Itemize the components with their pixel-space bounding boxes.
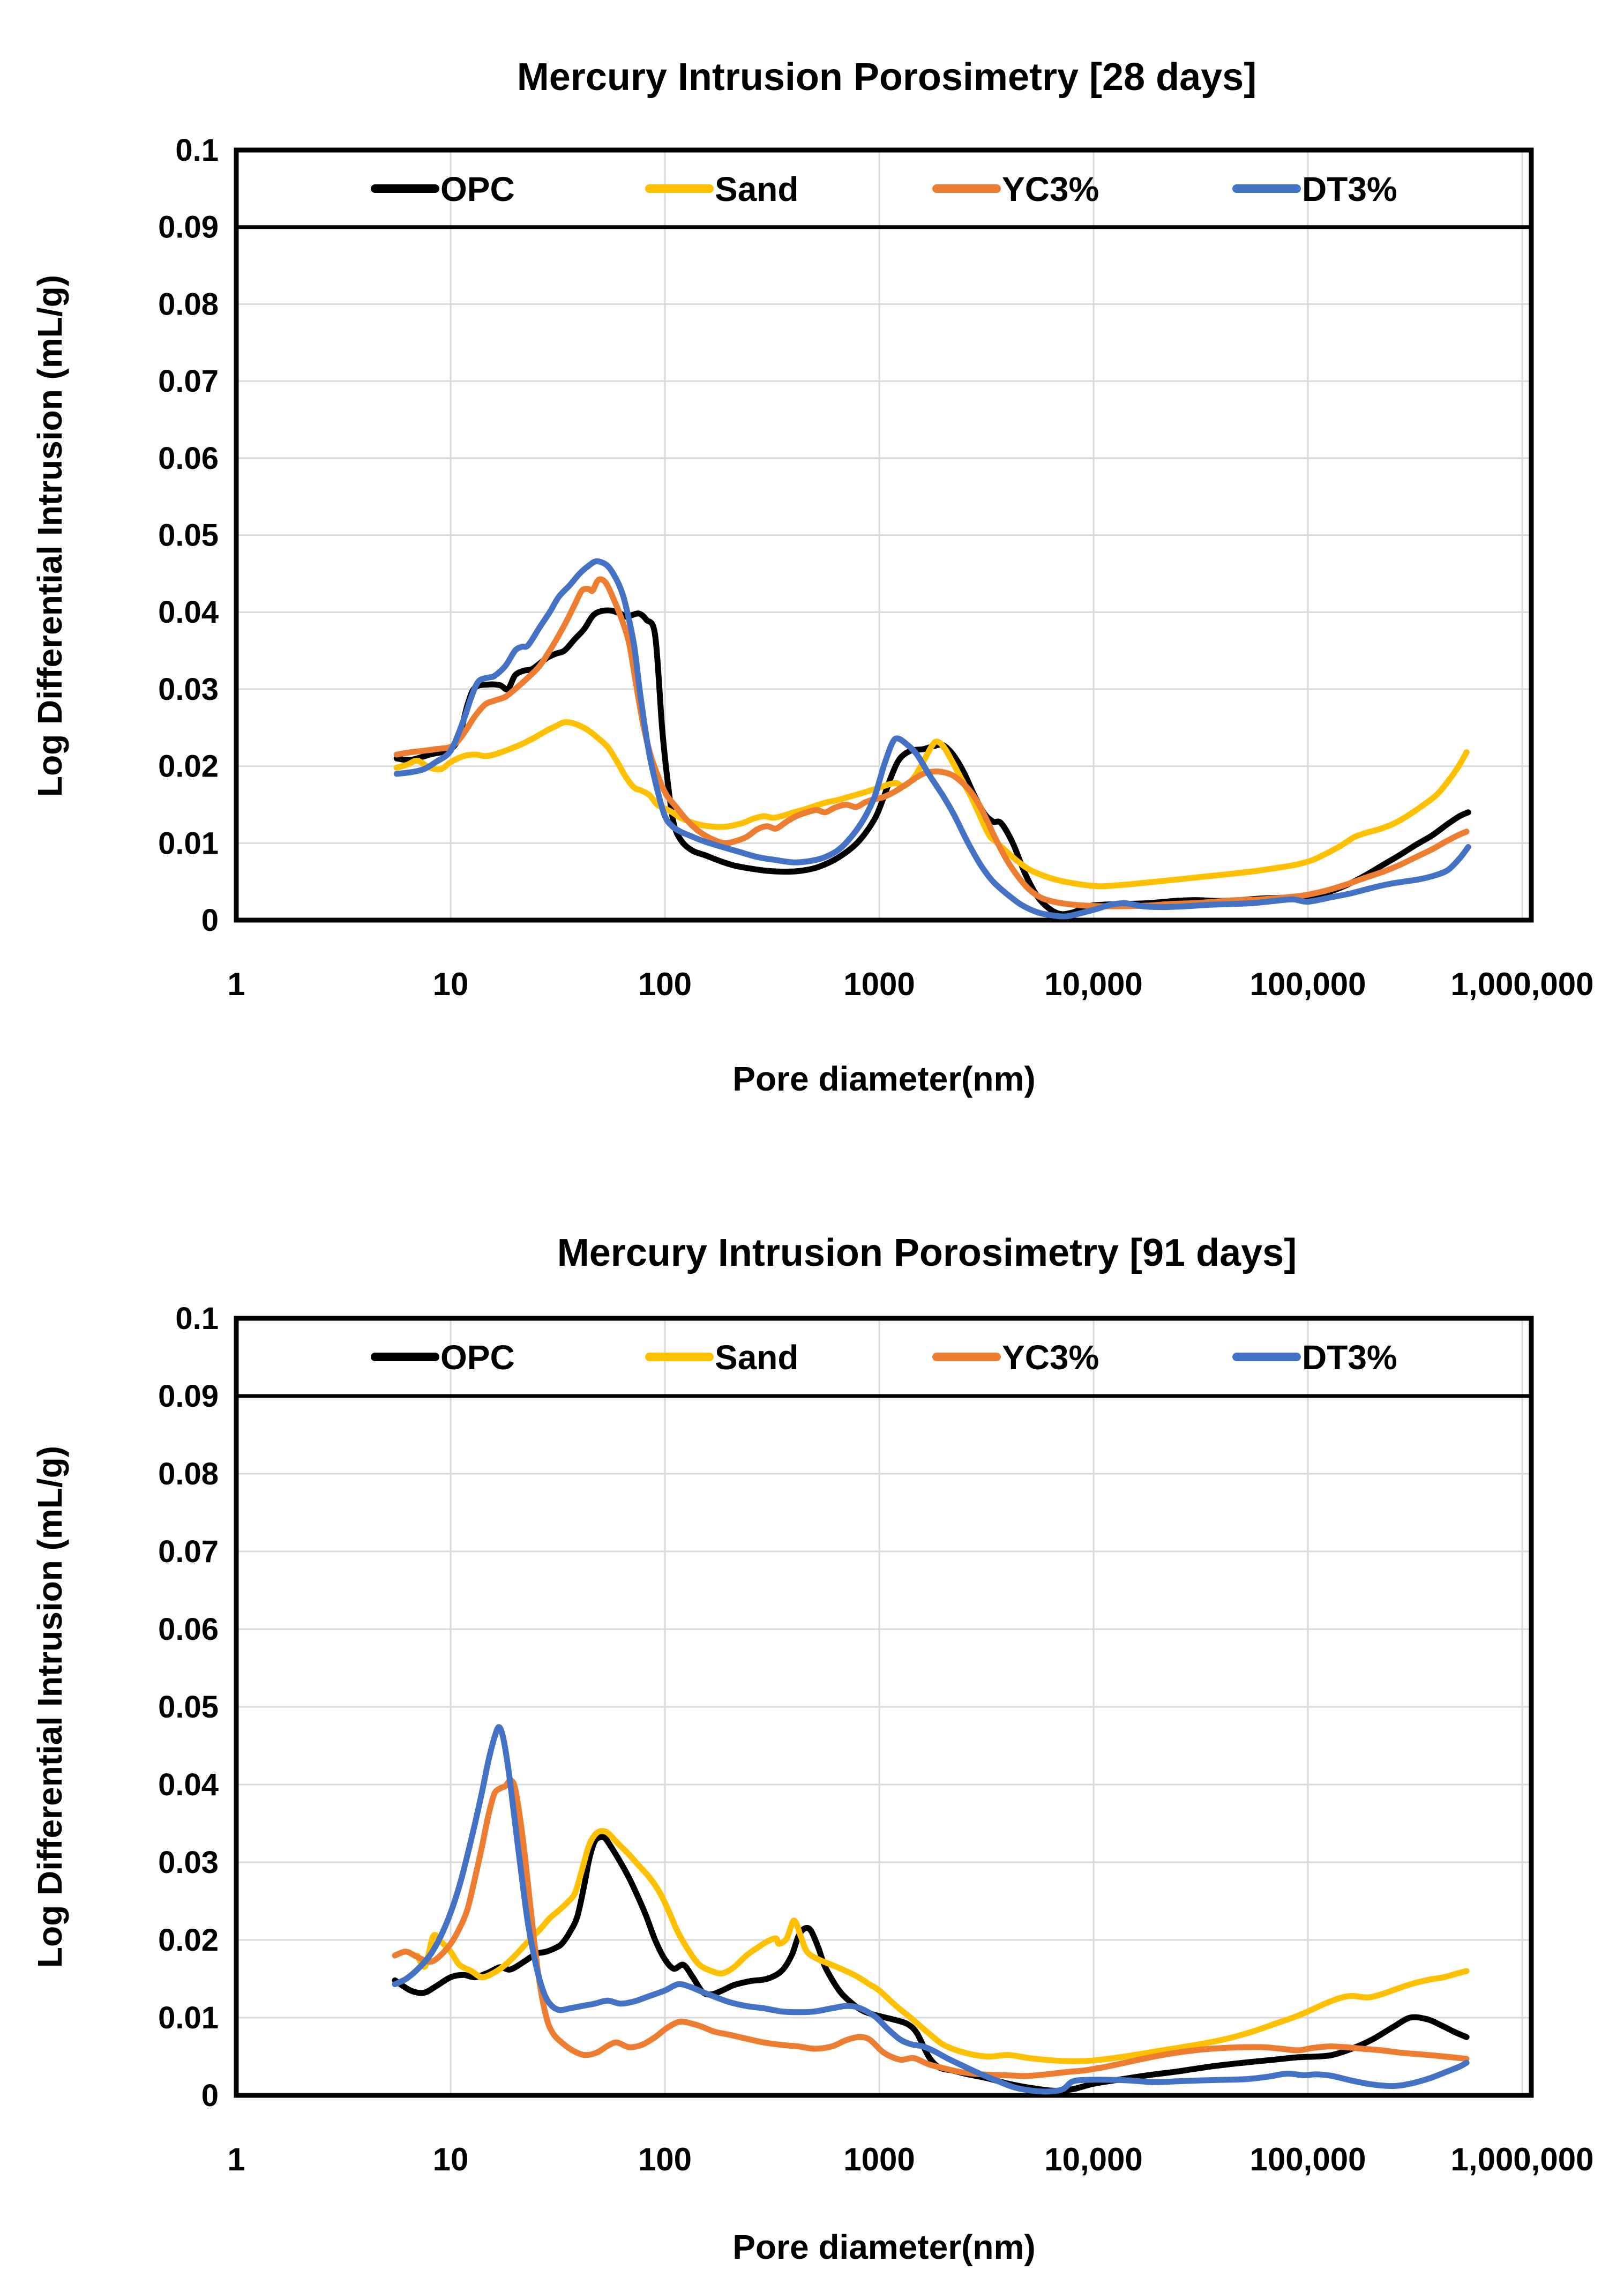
y-tick-label: 0.06 [158,1612,219,1647]
legend-label-YC3: YC3% [1002,170,1099,208]
legend-91days: OPC Sand YC3% DT3% [371,1338,1397,1377]
y-tick-label: 0.04 [158,1767,219,1802]
y-tick-label: 0.08 [158,1457,219,1491]
legend-label-OPC: OPC [440,170,515,208]
series-OPC-91days [392,1834,1470,2094]
y-tick-label: 0.07 [158,1534,219,1569]
y-tick-label: 0.1 [175,133,219,168]
series-Sand-91days [414,1828,1470,2064]
y-axis-title-91days: Log Differential Intrusion (mL/g) [31,1446,69,1968]
series-Sand-28days [393,719,1470,890]
gridlines [236,1318,1531,2095]
x-tick-label: 100,000 [1250,2141,1366,2177]
legend-label-Sand: Sand [715,1338,798,1377]
x-axis-title-91days: Pore diameter(nm) [732,2228,1035,2266]
x-tick-label: 100 [638,966,692,1002]
y-tick-label: 0.09 [158,1379,219,1414]
x-axis-title-28days: Pore diameter(nm) [732,1059,1035,1098]
series-DT3-28days [393,558,1471,920]
x-tick-label: 1,000,000 [1451,966,1594,1002]
x-tick-label: 100,000 [1250,966,1366,1002]
series-YC3-91days [392,1778,1470,2079]
series-DT3-91days [392,1724,1470,2095]
y-tick-label: 0 [201,2078,219,2113]
x-tick-label: 1 [227,2141,245,2177]
y-tick-label: 0.01 [158,826,219,861]
x-tick-label: 10 [433,2141,469,2177]
plot-border [234,1316,1534,2098]
plot-border [234,147,1534,923]
y-tick-label: 0.06 [158,441,219,476]
y-tick-label: 0.01 [158,2001,219,2035]
y-tick-label: 0 [201,903,219,938]
legend-label-OPC: OPC [440,1338,515,1377]
x-tick-label: 1 [227,966,245,1002]
y-tick-labels-91days: 0.1 0.09 0.08 0.07 0.06 0.05 0.04 0.03 0.02 0.01 0 [158,1301,219,2113]
y-tick-label: 0.1 [175,1301,219,1336]
y-tick-label: 0.07 [158,364,219,399]
y-tick-label: 0.02 [158,1923,219,1958]
legend-label-YC3: YC3% [1002,1338,1099,1377]
x-tick-label: 10,000 [1044,2141,1143,2177]
chart-91days-plot: OPC Sand YC3% DT3%0.10.090.080.070.060.050.… [158,1301,1593,2177]
y-tick-label: 0.05 [158,1690,219,1725]
x-tick-label: 10,000 [1044,966,1143,1002]
chart-28days-plot: OPC Sand YC3% DT3%0.10.090.080.070.060.050.… [158,133,1593,1002]
y-tick-label: 0.09 [158,210,219,245]
legend-label-Sand: Sand [715,170,798,208]
y-axis-title-28days: Log Differential Intrusion (mL/g) [31,275,69,797]
x-tick-label: 1000 [843,966,915,1002]
gridlines [236,150,1531,920]
x-tick-labels-91days: 1 10 100 1000 10,000 100,000 1,000,000 [227,2141,1593,2177]
chart-28days-title: Mercury Intrusion Porosimetry [28 days] [517,56,1256,99]
y-tick-label: 0.05 [158,518,219,553]
y-tick-label: 0.03 [158,1845,219,1880]
x-tick-label: 100 [638,2141,692,2177]
chart-91days-title: Mercury Intrusion Porosimetry [91 days] [557,1231,1297,1274]
y-tick-label: 0.02 [158,749,219,784]
x-tick-labels-28days: 1 10 100 1000 10,000 100,000 1,000,000 [227,966,1593,1002]
legend-label-DT3: DT3% [1302,170,1397,208]
x-tick-label: 10 [433,966,469,1002]
y-tick-labels-28days: 0.1 0.09 0.08 0.07 0.06 0.05 0.04 0.03 0.02 0.01 0 [158,133,219,938]
x-tick-label: 1,000,000 [1451,2141,1594,2177]
y-tick-label: 0.03 [158,672,219,707]
legend-28days: OPC Sand YC3% DT3% [371,170,1397,208]
y-tick-label: 0.04 [158,595,219,630]
legend-label-DT3: DT3% [1302,1338,1397,1377]
x-tick-label: 1000 [843,2141,915,2177]
y-tick-label: 0.08 [158,287,219,322]
